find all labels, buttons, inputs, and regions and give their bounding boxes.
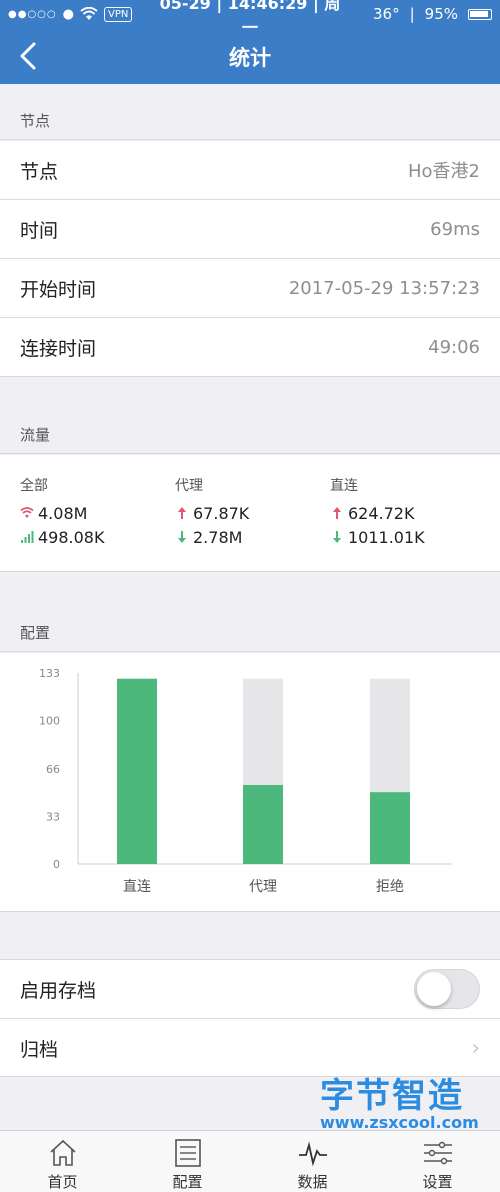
download-arrow-icon [333,531,341,543]
watermark: 字节智造 www.zsxcool.com [320,1068,496,1132]
config-bar-chart: 0 33 66 100 133 直连 代理 拒绝 [39,667,452,895]
x-tick-label: 直连 [123,878,151,895]
config-chart-panel: 0 33 66 100 133 直连 代理 拒绝 [0,653,500,912]
tab-data-label: 数据 [297,1173,328,1191]
status-datetime: 05-29 | 14:46:29 | 周一 [158,0,342,38]
bar-value [370,792,410,864]
node-info-group: 节点 Ho香港2 时间 69ms 开始时间 2017-05-29 13:57:2… [0,141,500,377]
settings-group: 启用存档 归档 › [0,959,500,1077]
traffic-proxy-down: 2.78M [193,527,243,547]
tab-settings[interactable]: 设置 [375,1131,500,1192]
list-icon [174,1139,201,1167]
section-header-node: 节点 [0,84,500,140]
traffic-proxy-label: 代理 [175,478,203,494]
chevron-right-icon: › [471,1036,480,1061]
node-label: 节点 [20,160,59,183]
traffic-direct: 直连 624.72K 1011.01K [330,475,490,549]
status-date: 05-29 [159,0,211,13]
tab-bar: 首页 配置 数据 设置 [0,1130,500,1192]
traffic-group: 全部 4.08M 498.08K 代理 67.87K 2.78M 直连 624.… [0,455,500,572]
page-title: 统计 [229,46,271,70]
upload-arrow-icon [178,507,186,519]
tab-home-label: 首页 [47,1173,78,1191]
download-arrow-icon [178,531,186,543]
latency-value: 69ms [430,218,480,240]
back-chevron-icon[interactable] [12,38,48,74]
bar-value [243,785,283,864]
y-tick-label: 33 [46,811,60,824]
latency-row: 时间 69ms [0,200,500,259]
traffic-all-cellular: 498.08K [38,527,105,547]
section-header-traffic: 流量 [0,398,500,454]
upload-arrow-icon [333,507,341,519]
vpn-badge: VPN [103,6,133,22]
watermark-title: 字节智造 [320,1076,464,1116]
sliders-icon [423,1141,452,1165]
nav-bar: 统计 [0,28,500,84]
tab-config-label: 配置 [172,1173,203,1191]
y-tick-label: 66 [46,763,60,776]
start-time-value: 2017-05-29 13:57:23 [288,277,480,299]
battery-percent: 95% [424,5,458,23]
archive-row: 启用存档 [0,960,500,1019]
watermark-url: www.zsxcool.com [320,1113,479,1132]
tab-config[interactable]: 配置 [125,1131,250,1192]
battery-icon [468,8,492,20]
node-value: Ho香港2 [408,161,480,182]
tab-settings-label: 设置 [422,1173,453,1191]
section-header-config: 配置 [0,596,500,652]
connection-time-row: 连接时间 49:06 [0,318,500,377]
traffic-all-label: 全部 [20,478,48,494]
traffic-direct-up: 624.72K [348,503,415,523]
start-time-row: 开始时间 2017-05-29 13:57:23 [0,259,500,318]
connection-time-label: 连接时间 [20,338,97,360]
traffic-proxy: 代理 67.87K 2.78M [175,475,335,549]
status-temperature: 36° [373,5,400,23]
archive-label: 启用存档 [20,979,97,1002]
archive-toggle[interactable] [414,969,480,1009]
tab-home[interactable]: 首页 [0,1131,125,1192]
traffic-proxy-up: 67.87K [193,503,250,523]
y-tick-label: 133 [39,667,60,680]
wifi-icon [20,507,34,518]
latency-label: 时间 [20,219,59,242]
toggle-knob [417,972,451,1006]
connection-time-value: 49:06 [428,337,480,358]
signal-strength: ●●○○○ [8,8,57,20]
cellular-signal-icon [21,531,34,543]
tab-data[interactable]: 数据 [250,1131,375,1192]
node-row[interactable]: 节点 Ho香港2 [0,141,500,200]
home-icon [49,1139,76,1166]
status-bar: ●●○○○ ● VPN 05-29 | 14:46:29 | 周一 36° | … [0,0,500,37]
traffic-all-wifi: 4.08M [38,503,88,523]
traffic-direct-down: 1011.01K [348,527,425,547]
apple-icon: ● [62,6,74,22]
pulse-icon [298,1141,327,1167]
x-tick-label: 拒绝 [376,879,404,895]
y-tick-label: 0 [53,858,60,871]
status-time: 14:46:29 [227,0,308,13]
x-tick-label: 代理 [249,879,277,895]
bar-value [117,678,157,864]
history-row[interactable]: 归档 › [0,1019,500,1078]
start-time-label: 开始时间 [20,278,97,301]
history-label: 归档 [20,1039,59,1061]
y-tick-label: 100 [39,714,60,727]
wifi-icon [80,7,98,20]
traffic-direct-label: 直连 [330,478,358,494]
traffic-all: 全部 4.08M 498.08K [20,475,180,549]
